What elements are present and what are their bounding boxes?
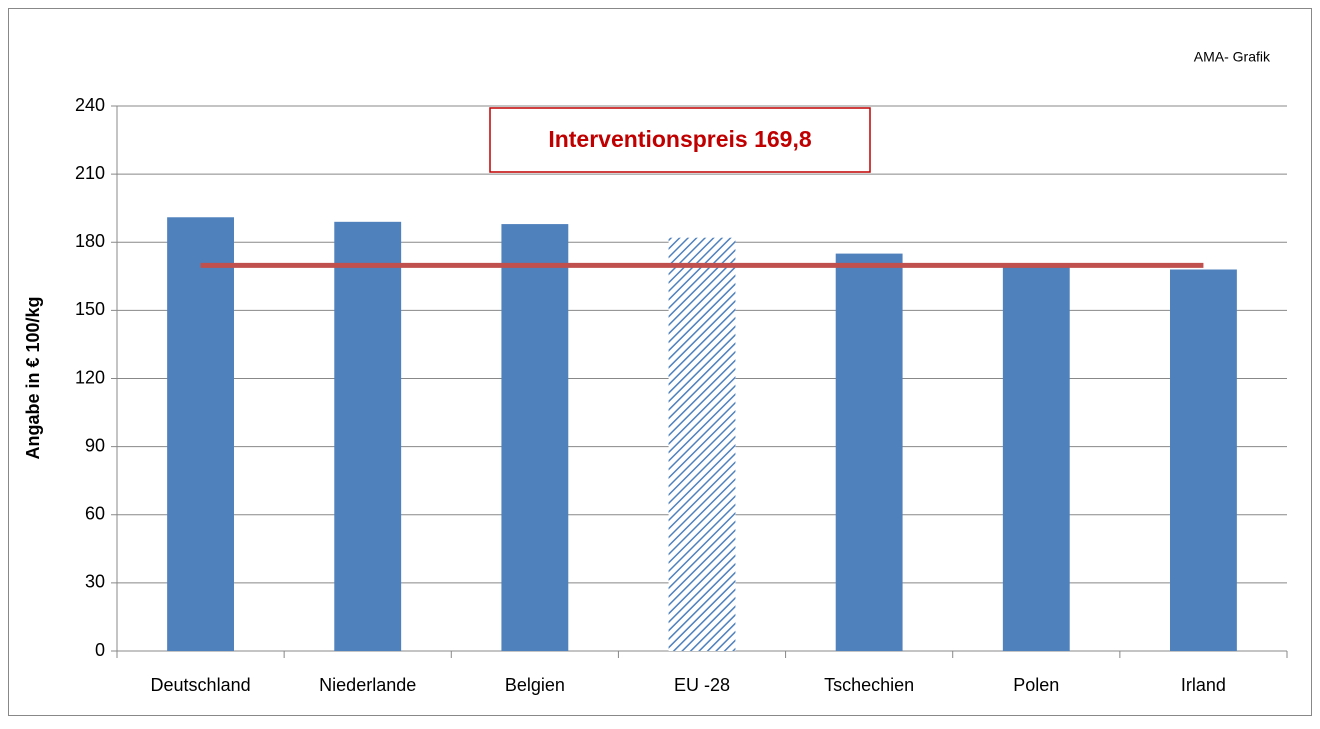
y-tick-label: 120 [75, 367, 105, 387]
annotation-box [489, 107, 871, 173]
bar [501, 224, 569, 652]
y-tick-label: 210 [75, 163, 105, 183]
annotation-text: Interventionspreis 169,8 [548, 126, 812, 152]
bar [167, 217, 234, 652]
x-tick-label: Deutschland [151, 675, 251, 695]
y-tick-label: 180 [75, 231, 105, 251]
bar [668, 237, 736, 652]
y-tick-label: 90 [85, 435, 105, 455]
x-tick-label: Tschechien [824, 675, 914, 695]
bar [835, 253, 903, 651]
y-tick-label: 240 [75, 95, 105, 115]
y-tick-label: 30 [85, 572, 105, 592]
bar [1170, 269, 1237, 651]
x-tick-label: Niederlande [319, 675, 416, 695]
x-tick-label: Irland [1181, 675, 1226, 695]
y-tick-label: 0 [95, 640, 105, 660]
x-tick-label: Belgien [505, 675, 565, 695]
y-tick-label: 60 [85, 504, 105, 524]
y-tick-label: 150 [75, 299, 105, 319]
x-tick-label: EU -28 [674, 675, 730, 695]
x-tick-label: Polen [1013, 675, 1059, 695]
source-note: AMA- Grafik [1194, 49, 1271, 65]
y-axis-label: Angabe in € 100/kg [23, 296, 43, 459]
bar [334, 221, 402, 651]
bar [1002, 264, 1070, 651]
